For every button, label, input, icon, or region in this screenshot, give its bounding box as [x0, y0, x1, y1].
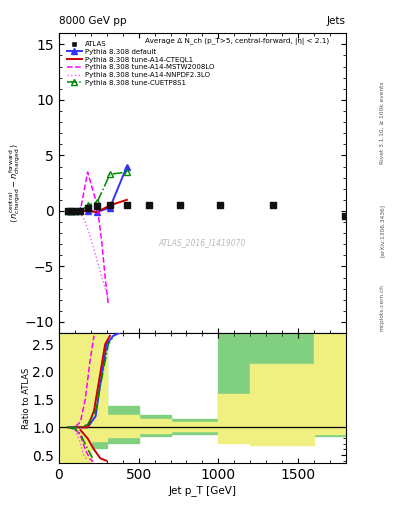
Point	[94, 202, 100, 210]
Point	[176, 201, 183, 209]
Text: Average Δ N_ch (p_T>5, central-forward, |η| < 2.1): Average Δ N_ch (p_T>5, central-forward, …	[145, 38, 329, 45]
Point	[107, 201, 113, 209]
Text: mcplots.cern.ch: mcplots.cern.ch	[380, 284, 384, 331]
Point	[146, 201, 152, 209]
Point	[77, 207, 84, 215]
Text: [arXiv:1306.3436]: [arXiv:1306.3436]	[380, 204, 384, 257]
Text: Jets: Jets	[327, 15, 346, 26]
Point	[342, 212, 348, 221]
Point	[72, 207, 78, 215]
X-axis label: Jet p_T [GeV]: Jet p_T [GeV]	[168, 485, 237, 496]
Y-axis label: Ratio to ATLAS: Ratio to ATLAS	[22, 368, 31, 429]
Point	[84, 203, 91, 211]
Text: 8000 GeV pp: 8000 GeV pp	[59, 15, 127, 26]
Text: Rivet 3.1.10, ≥ 100k events: Rivet 3.1.10, ≥ 100k events	[380, 81, 384, 164]
Legend: ATLAS, Pythia 8.308 default, Pythia 8.308 tune-A14-CTEQL1, Pythia 8.308 tune-A14: ATLAS, Pythia 8.308 default, Pythia 8.30…	[65, 40, 215, 87]
Point	[68, 207, 74, 215]
Point	[124, 201, 130, 209]
Y-axis label: $\langle\,n^{\mathsf{central}}_{\mathsf{charged}} - n^{\mathsf{forward}}_{\maths: $\langle\,n^{\mathsf{central}}_{\mathsf{…	[8, 143, 24, 223]
Point	[270, 201, 276, 209]
Point	[65, 207, 72, 215]
Point	[217, 201, 223, 209]
Text: ATLAS_2016_I1419070: ATLAS_2016_I1419070	[159, 239, 246, 248]
